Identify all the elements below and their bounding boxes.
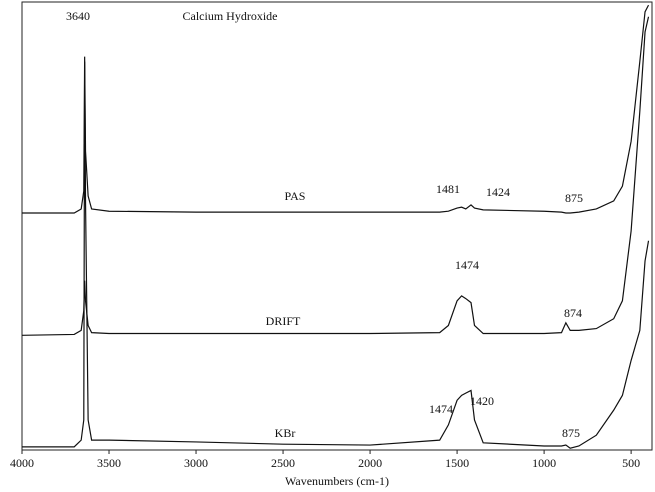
x-tick-label: 2500 [271,456,295,470]
x-tick-label: 1000 [532,456,556,470]
x-tick-label: 4000 [10,456,34,470]
x-tick-label: 3000 [184,456,208,470]
series-label: KBr [275,426,296,440]
spectrum-line [22,4,650,214]
spectrum-line [21,16,650,336]
peak-label: 1420 [470,394,494,408]
peak-label: 875 [562,426,580,440]
x-tick-label: 3500 [97,456,121,470]
x-axis-label: Wavenumbers (cm-1) [285,474,389,488]
peak-label: 1424 [486,185,510,199]
x-tick-label: 2000 [358,456,382,470]
peak-label: 3640 [66,9,90,23]
peak-label: 1474 [429,402,453,416]
chart-title: Calcium Hydroxide [183,9,278,23]
x-tick-label: 1500 [445,456,469,470]
peak-label: 1474 [455,258,479,272]
peak-label: 875 [565,191,583,205]
plot-frame [21,1,653,451]
peak-label: 874 [564,306,582,320]
series-label: DRIFT [266,314,301,328]
series-label: PAS [285,189,306,203]
peak-label: 1481 [436,182,460,196]
spectrum-line [22,61,650,449]
x-tick-label: 500 [622,456,640,470]
